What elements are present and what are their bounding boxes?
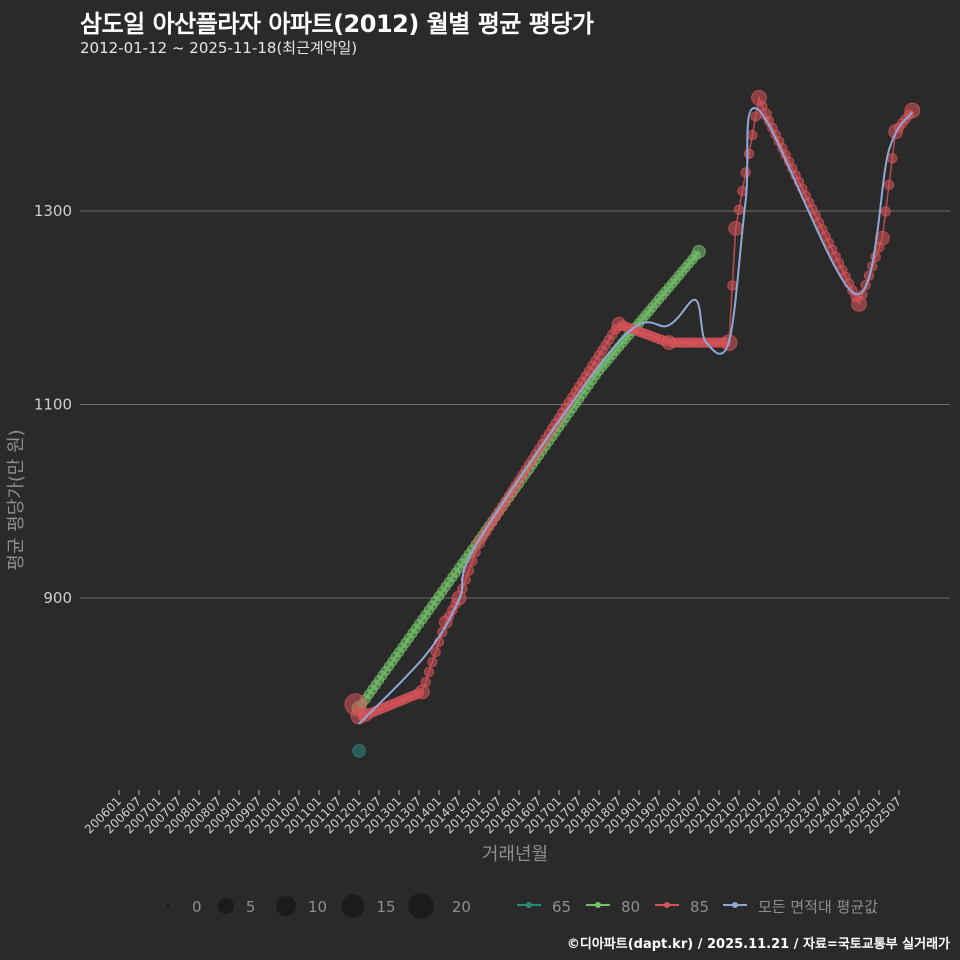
size-legend-dot: [341, 894, 365, 918]
series-85-point: [747, 129, 758, 141]
legend-label: 80: [621, 898, 640, 916]
series-85-point: [874, 230, 890, 246]
series-average-line: [358, 107, 914, 725]
size-legend-dot: [166, 904, 170, 908]
legend-label: 65: [552, 898, 571, 916]
chart-title: 삼도일 아산플라자 아파트(2012) 월별 평균 평당가: [80, 10, 594, 38]
series-85-point: [880, 206, 891, 217]
legend-label: 모든 면적대 평균값: [758, 898, 878, 916]
x-axis-title: 거래년월: [482, 844, 548, 865]
series-80-point: [692, 244, 706, 259]
series-85-point: [887, 153, 898, 164]
series-85-point: [414, 684, 430, 700]
legend-swatch-dot: [526, 902, 532, 908]
series-85-point: [904, 102, 921, 119]
series-85-point: [743, 148, 755, 159]
y-axis-title: 평균 평당가(만 원): [6, 429, 27, 570]
y-tick-label: 1100: [34, 396, 72, 414]
series-85-point: [733, 204, 745, 215]
series-85-point: [427, 656, 438, 668]
series-85-point: [883, 179, 895, 191]
legend-label: 85: [690, 898, 709, 916]
series-85-point: [728, 221, 744, 236]
size-legend-dot: [408, 893, 434, 919]
chart-subtitle: 2012-01-12 ~ 2025-11-18(최근계약일): [80, 39, 358, 57]
y-axis-ticks: 900 1100 1300: [34, 202, 72, 607]
legend-swatch-dot: [595, 902, 601, 908]
size-legend-label: 20: [452, 898, 471, 916]
gridlines: [80, 210, 950, 599]
legend: 0 5 10 15 20 65 80 85 모든 면적대 평균값: [166, 893, 878, 919]
series-65-point: [352, 744, 366, 758]
series-85-point: [430, 646, 441, 658]
size-legend-dot: [276, 896, 296, 916]
legend-swatch-dot: [664, 902, 670, 908]
legend-swatch-dot: [732, 902, 738, 908]
source-credit: ©디아파트(dapt.kr) / 2025.11.21 / 자료=국토교통부 실…: [566, 937, 950, 952]
y-tick-label: 1300: [34, 202, 72, 220]
size-legend-label: 0: [192, 898, 202, 916]
size-legend-label: 10: [308, 898, 327, 916]
series-85-point: [423, 666, 435, 678]
series-85-point: [750, 111, 761, 122]
series-85-point: [420, 676, 431, 688]
data-series: [344, 89, 921, 758]
size-legend-label: 15: [377, 898, 396, 916]
series-85-point: [740, 167, 751, 178]
y-tick-label: 900: [43, 589, 72, 607]
x-axis-ticks: 2006012006072007012007072008012008072009…: [82, 790, 904, 837]
size-legend-label: 5: [246, 898, 256, 916]
size-legend-dot: [218, 898, 234, 914]
